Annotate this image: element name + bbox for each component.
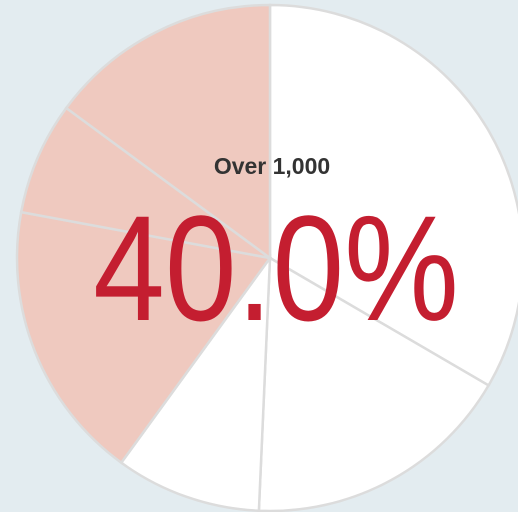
pie-slice xyxy=(15,210,273,465)
pie-slice xyxy=(64,3,272,261)
pie xyxy=(15,3,518,512)
annotation: 40.0% xyxy=(93,184,459,352)
annotation: Over 1,000 xyxy=(214,153,330,179)
pie-slice xyxy=(257,255,491,512)
pie-slice xyxy=(119,253,272,512)
pie-slice xyxy=(268,3,518,388)
pie-slice xyxy=(19,106,271,260)
